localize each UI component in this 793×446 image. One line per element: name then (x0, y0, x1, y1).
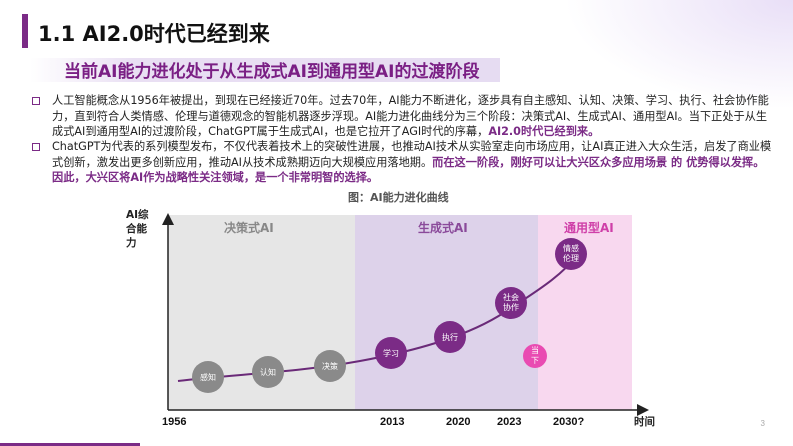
svg-text:伦理: 伦理 (563, 253, 579, 263)
svg-text:协作: 协作 (503, 302, 519, 312)
node-perception: 感知 (192, 361, 224, 393)
subtitle-band (30, 58, 500, 82)
paragraph-2: ChatGPT为代表的系列模型发布，不仅代表着技术上的突破性进展，也推动AI技术… (52, 139, 772, 186)
paragraph-2-text: ChatGPT为代表的系列模型发布，不仅代表着技术上的突破性进展，也推动AI技术… (52, 140, 772, 169)
bottom-accent-line (0, 443, 140, 446)
bullet-icon (32, 143, 40, 151)
title-accent-bar (22, 14, 28, 48)
svg-text:决策: 决策 (322, 361, 338, 371)
chart-title: 图：AI能力进化曲线 (348, 191, 449, 204)
y-axis-label-line3: 力 (126, 236, 137, 249)
x-tick-2030: 2030? (553, 416, 584, 428)
paragraph-1-highlight: AI2.0时代已经到来。 (488, 125, 600, 138)
page-title: 1.1 AI2.0时代已经到来 (38, 22, 270, 46)
node-current-marker: 当 下 (523, 344, 547, 368)
x-tick-2013: 2013 (380, 416, 404, 428)
svg-text:下: 下 (531, 356, 539, 365)
node-learning: 学习 (375, 337, 407, 369)
paragraph-1-text: 人工智能概念从1956年被提出，到现在已经接近70年。过去70年，AI能力不断进… (52, 94, 769, 138)
page-number: 3 (760, 419, 765, 428)
x-tick-1956: 1956 (162, 416, 186, 428)
node-social-collaboration: 社会 协作 (495, 287, 527, 319)
node-cognition: 认知 (252, 356, 284, 388)
stage-label-decision: 决策式AI (224, 220, 274, 235)
node-emotion-ethics: 情感 伦理 (555, 238, 587, 270)
paragraph-1: 人工智能概念从1956年被提出，到现在已经接近70年。过去70年，AI能力不断进… (52, 93, 772, 140)
paragraph-2-highlight: 而在这一阶段，刚好可以让大兴区众多应用场景 的 优势得以发挥。因此，大兴区将AI… (52, 155, 765, 185)
svg-text:感知: 感知 (200, 372, 216, 382)
stage-label-generative: 生成式AI (418, 220, 468, 235)
svg-text:当: 当 (531, 345, 539, 355)
y-axis-label-line2: 合能 (125, 222, 147, 235)
page-subtitle: 当前AI能力进化处于从生成式AI到通用型AI的过渡阶段 (64, 62, 480, 82)
svg-text:执行: 执行 (442, 332, 458, 342)
stage-label-general: 通用型AI (564, 220, 614, 235)
node-decision: 决策 (314, 350, 346, 382)
node-execution: 执行 (434, 321, 466, 353)
y-axis-label-line1: AI综 (126, 208, 149, 221)
bullet-icon (32, 97, 40, 105)
x-tick-2020: 2020 (446, 416, 470, 428)
stage-bg-general (538, 215, 632, 410)
x-axis-label: 时间 (634, 415, 655, 428)
svg-text:社会: 社会 (503, 292, 519, 302)
svg-text:情感: 情感 (563, 243, 579, 253)
corner-decoration (563, 0, 793, 110)
x-tick-2023: 2023 (497, 416, 521, 428)
svg-text:学习: 学习 (383, 348, 399, 358)
svg-text:认知: 认知 (260, 367, 276, 377)
